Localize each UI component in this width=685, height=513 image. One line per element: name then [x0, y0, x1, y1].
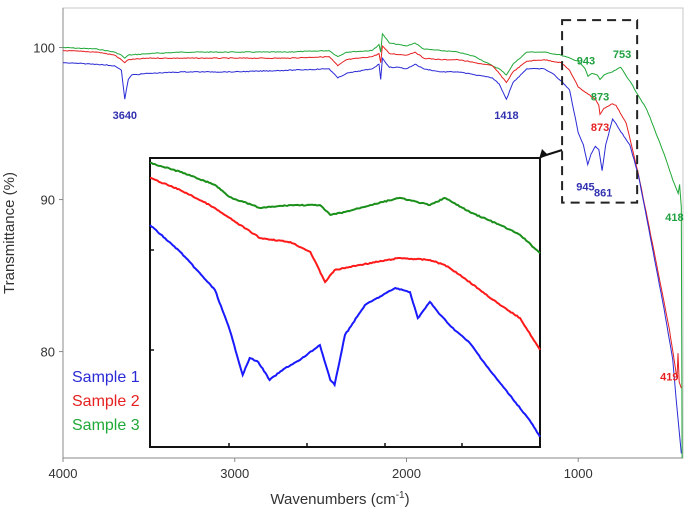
peak-label: 943 [577, 55, 595, 67]
x-tick-label: 4000 [49, 466, 78, 481]
legend-entry-2: Sample 2 [72, 393, 140, 410]
peak-label: 873 [591, 122, 609, 134]
series-line-sample-1 [62, 56, 682, 454]
inset-series-line-sample-3 [150, 161, 541, 254]
peak-label: 419 [660, 371, 678, 383]
y-tick-label: 80 [41, 345, 55, 360]
zoom-region-box [561, 19, 639, 204]
series-line-sample-3 [62, 32, 683, 459]
inset-series-line-sample-2 [149, 176, 541, 351]
zoom-arrow-head-icon [539, 149, 548, 159]
x-tick-label: 1000 [564, 466, 593, 481]
x-axis-label: Wavenumbers (cm-1) [270, 490, 409, 508]
inset-frame [149, 157, 541, 448]
peak-label: 945 [576, 181, 594, 193]
peak-label: 1418 [494, 110, 518, 122]
legend-entry-1: Sample 1 [72, 369, 140, 386]
series-line-sample-2 [62, 44, 682, 389]
peak-label: 861 [594, 188, 612, 200]
legend-entry-3: Sample 3 [72, 417, 140, 434]
peak-label: 753 [613, 49, 631, 61]
inset-series-line-sample-1 [149, 224, 541, 438]
x-tick-label: 2000 [392, 466, 421, 481]
peak-label: 873 [591, 92, 609, 104]
peak-label: 418 [665, 212, 683, 224]
x-tick-label: 3000 [220, 466, 249, 481]
y-axis-label: Transmittance (%) [1, 172, 18, 294]
y-tick-label: 90 [41, 193, 55, 208]
y-tick-label: 100 [33, 41, 55, 56]
peak-label: 3640 [113, 110, 137, 122]
